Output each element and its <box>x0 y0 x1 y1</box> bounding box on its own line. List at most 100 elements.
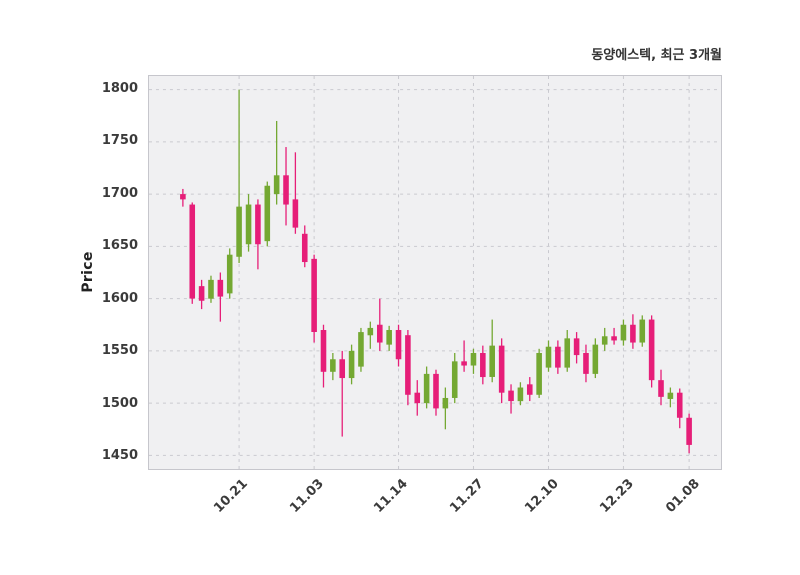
candles-layer <box>180 89 692 454</box>
candle-body <box>320 330 327 372</box>
x-tick-label: 11.27 <box>446 476 487 516</box>
candle-body <box>367 327 374 336</box>
candle <box>273 120 280 205</box>
candle-body <box>676 392 683 418</box>
x-tick-label: 10.21 <box>211 476 252 516</box>
candlestick-chart <box>149 76 721 469</box>
candle <box>236 89 242 264</box>
candle <box>517 382 524 406</box>
candle-body <box>480 352 486 378</box>
candle-body <box>686 417 692 445</box>
candle <box>386 325 392 351</box>
candle <box>226 248 233 299</box>
candle <box>545 340 552 372</box>
y-tick-label: 1700 <box>101 185 138 201</box>
candle <box>451 352 458 404</box>
candle <box>611 327 617 345</box>
candle-body <box>208 279 214 299</box>
x-tick-label: 11.14 <box>371 476 412 516</box>
candle-body <box>658 380 664 397</box>
candle <box>480 345 486 385</box>
candle-body <box>180 194 186 200</box>
candle <box>189 202 196 304</box>
candle-body <box>198 286 205 301</box>
candle <box>358 327 364 372</box>
candle <box>395 324 402 367</box>
x-tick-label: 01.08 <box>663 476 703 516</box>
candle <box>330 352 336 381</box>
y-tick-label: 1650 <box>101 238 138 254</box>
candle-body <box>301 233 308 263</box>
candle-body <box>601 336 608 345</box>
x-tick-label: 11.03 <box>286 476 327 516</box>
candle <box>583 344 589 383</box>
candle-body <box>395 330 402 360</box>
x-tick-label: 12.23 <box>597 476 638 516</box>
chart-title: 동양에스텍, 최근 3개월 <box>591 48 722 63</box>
candle <box>555 340 561 374</box>
candle <box>676 388 683 429</box>
candle-body <box>461 361 467 366</box>
candle <box>255 199 261 270</box>
candle <box>367 321 374 349</box>
candle-body <box>377 324 383 343</box>
candle <box>301 225 308 268</box>
candle-body <box>423 373 430 404</box>
candle-body <box>648 319 655 381</box>
candle-body <box>611 336 617 341</box>
candle <box>489 319 495 383</box>
candle-body <box>273 175 280 195</box>
candle-body <box>217 279 224 297</box>
candle-body <box>526 384 533 395</box>
candle-body <box>264 185 271 242</box>
candle-body <box>292 199 299 228</box>
candle <box>264 181 271 247</box>
candle-body <box>489 345 495 377</box>
candle-body <box>189 204 196 299</box>
candle <box>414 380 421 416</box>
candle <box>630 314 636 349</box>
candle-body <box>508 390 514 402</box>
y-tick-label: 1600 <box>101 290 138 306</box>
candle-body <box>573 338 580 356</box>
candle <box>573 332 580 364</box>
candle <box>292 152 299 234</box>
candle-body <box>405 335 411 395</box>
candle-body <box>255 204 261 245</box>
candle-body <box>470 352 477 366</box>
candle-body <box>386 330 392 345</box>
candle-body <box>451 361 458 398</box>
candle <box>592 338 599 379</box>
y-tick-label: 1550 <box>101 343 138 359</box>
candle <box>180 188 186 207</box>
candle <box>217 272 224 322</box>
candle <box>498 338 505 404</box>
y-tick-label: 1800 <box>101 80 138 96</box>
candle <box>208 275 214 303</box>
x-tick-label: 12.10 <box>522 476 562 516</box>
candle-body <box>639 319 646 343</box>
candle <box>648 315 655 388</box>
candle <box>311 254 317 343</box>
candle <box>442 387 449 430</box>
candle <box>348 344 355 385</box>
candle-body <box>498 345 505 393</box>
candle-body <box>236 206 242 257</box>
y-tick-label: 1500 <box>101 395 138 411</box>
candle <box>470 348 477 374</box>
candle <box>433 369 439 416</box>
candle-body <box>330 359 336 372</box>
candle-body <box>348 350 355 379</box>
candle <box>405 330 411 406</box>
candle-body <box>555 346 561 368</box>
candle <box>564 330 571 372</box>
gridlines <box>149 76 721 469</box>
candle <box>639 315 646 347</box>
candle <box>601 327 608 351</box>
candle-body <box>414 392 421 404</box>
candle <box>198 279 205 310</box>
candle <box>245 194 252 252</box>
candle <box>620 319 627 346</box>
candle <box>536 348 542 398</box>
y-tick-label: 1450 <box>101 448 138 464</box>
